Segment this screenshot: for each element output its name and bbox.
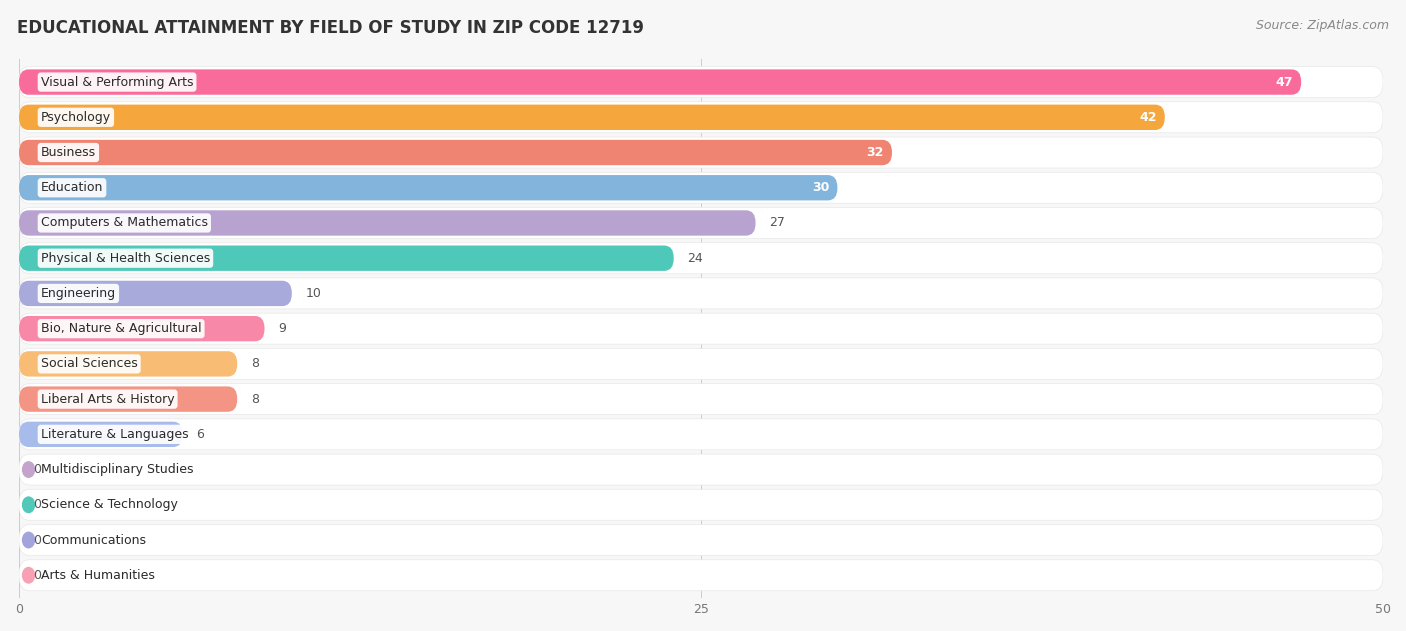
FancyBboxPatch shape [20, 419, 1384, 450]
Circle shape [22, 321, 35, 336]
Circle shape [22, 251, 35, 266]
Circle shape [22, 533, 35, 548]
Text: Bio, Nature & Agricultural: Bio, Nature & Agricultural [41, 322, 201, 335]
FancyBboxPatch shape [20, 140, 891, 165]
FancyBboxPatch shape [20, 208, 1384, 239]
FancyBboxPatch shape [20, 137, 1384, 168]
Text: 8: 8 [250, 392, 259, 406]
FancyBboxPatch shape [20, 454, 1384, 485]
Circle shape [22, 144, 35, 160]
Text: Source: ZipAtlas.com: Source: ZipAtlas.com [1256, 19, 1389, 32]
FancyBboxPatch shape [20, 348, 1384, 379]
Text: 0: 0 [32, 569, 41, 582]
Circle shape [22, 567, 35, 583]
FancyBboxPatch shape [20, 243, 1384, 274]
FancyBboxPatch shape [20, 489, 1384, 521]
Text: Multidisciplinary Studies: Multidisciplinary Studies [41, 463, 193, 476]
Text: 24: 24 [688, 252, 703, 264]
FancyBboxPatch shape [20, 351, 238, 377]
FancyBboxPatch shape [20, 66, 1384, 98]
FancyBboxPatch shape [20, 422, 183, 447]
Text: 0: 0 [32, 498, 41, 511]
Circle shape [22, 110, 35, 125]
Text: Computers & Mathematics: Computers & Mathematics [41, 216, 208, 230]
Text: Psychology: Psychology [41, 111, 111, 124]
Text: Physical & Health Sciences: Physical & Health Sciences [41, 252, 209, 264]
Text: 9: 9 [278, 322, 285, 335]
Text: Visual & Performing Arts: Visual & Performing Arts [41, 76, 193, 88]
FancyBboxPatch shape [20, 102, 1384, 133]
Text: EDUCATIONAL ATTAINMENT BY FIELD OF STUDY IN ZIP CODE 12719: EDUCATIONAL ATTAINMENT BY FIELD OF STUDY… [17, 19, 644, 37]
Circle shape [22, 180, 35, 196]
Text: Education: Education [41, 181, 103, 194]
Text: 0: 0 [32, 463, 41, 476]
Text: 8: 8 [250, 357, 259, 370]
Text: 30: 30 [811, 181, 830, 194]
Circle shape [22, 391, 35, 407]
Circle shape [22, 356, 35, 372]
Circle shape [22, 215, 35, 231]
FancyBboxPatch shape [20, 69, 1301, 95]
Text: Liberal Arts & History: Liberal Arts & History [41, 392, 174, 406]
Text: Business: Business [41, 146, 96, 159]
Text: 32: 32 [866, 146, 884, 159]
Circle shape [22, 286, 35, 301]
Text: 0: 0 [32, 534, 41, 546]
FancyBboxPatch shape [20, 281, 292, 306]
FancyBboxPatch shape [20, 524, 1384, 555]
Text: Engineering: Engineering [41, 287, 115, 300]
Circle shape [22, 427, 35, 442]
FancyBboxPatch shape [20, 105, 1164, 130]
FancyBboxPatch shape [20, 384, 1384, 415]
Circle shape [22, 462, 35, 477]
Text: 6: 6 [197, 428, 204, 441]
FancyBboxPatch shape [20, 175, 838, 201]
FancyBboxPatch shape [20, 172, 1384, 203]
FancyBboxPatch shape [20, 313, 1384, 344]
FancyBboxPatch shape [20, 386, 238, 412]
FancyBboxPatch shape [20, 245, 673, 271]
Text: Social Sciences: Social Sciences [41, 357, 138, 370]
Text: 47: 47 [1275, 76, 1294, 88]
Text: 10: 10 [305, 287, 322, 300]
Text: Science & Technology: Science & Technology [41, 498, 177, 511]
FancyBboxPatch shape [20, 560, 1384, 591]
Text: Literature & Languages: Literature & Languages [41, 428, 188, 441]
Text: Arts & Humanities: Arts & Humanities [41, 569, 155, 582]
Text: 42: 42 [1139, 111, 1157, 124]
Circle shape [22, 497, 35, 512]
FancyBboxPatch shape [20, 210, 755, 235]
Circle shape [22, 74, 35, 90]
FancyBboxPatch shape [20, 316, 264, 341]
Text: Communications: Communications [41, 534, 146, 546]
Text: 27: 27 [769, 216, 785, 230]
FancyBboxPatch shape [20, 278, 1384, 309]
